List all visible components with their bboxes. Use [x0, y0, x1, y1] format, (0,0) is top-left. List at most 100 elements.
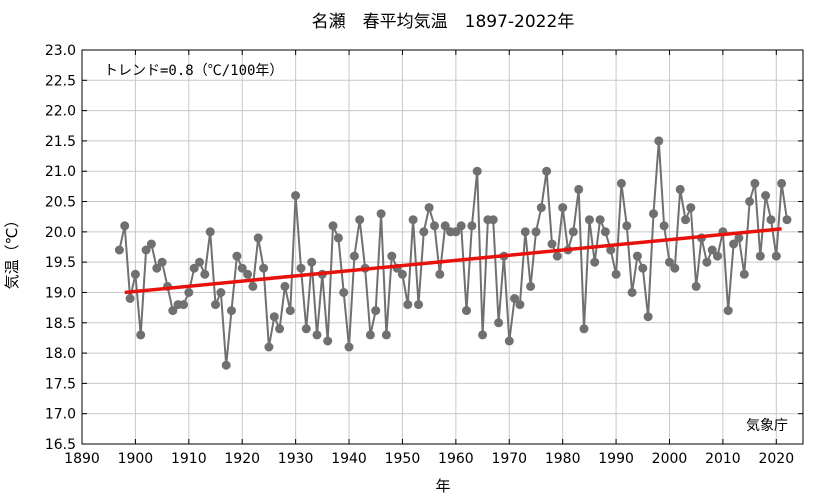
data-point	[328, 221, 338, 231]
data-point	[729, 239, 739, 249]
y-tick-label: 17.5	[45, 376, 76, 392]
x-tick-label: 1900	[118, 451, 154, 467]
y-axis: 16.5 17.0 17.5 18.0 18.5 19.0 19.5 20.0 20.5 21.0…	[45, 43, 803, 453]
data-point	[430, 221, 439, 231]
data-point	[323, 336, 333, 346]
data-point	[574, 184, 584, 194]
y-axis-label: 気温（℃）	[3, 213, 21, 290]
y-tick-label: 17.0	[45, 407, 76, 423]
data-point	[152, 263, 162, 273]
data-point	[280, 281, 290, 291]
data-point	[301, 324, 311, 334]
data-point	[579, 324, 589, 334]
data-point	[552, 251, 562, 261]
data-point	[611, 269, 621, 279]
x-tick-label: 1970	[491, 451, 527, 467]
x-tick-label: 1910	[171, 451, 207, 467]
data-point	[745, 197, 755, 206]
data-point	[649, 209, 658, 219]
data-point	[616, 178, 626, 188]
series-layer	[114, 136, 792, 370]
data-point	[590, 257, 600, 267]
data-point	[211, 300, 220, 310]
data-point	[184, 288, 194, 297]
data-point	[606, 245, 616, 255]
data-point	[782, 215, 792, 225]
data-point	[766, 215, 776, 225]
data-point	[478, 330, 488, 340]
data-point	[723, 306, 733, 316]
data-point	[419, 227, 429, 237]
data-point	[114, 245, 124, 255]
x-tick-label: 1940	[331, 451, 367, 467]
data-point	[750, 178, 760, 188]
data-point	[371, 306, 381, 316]
data-point	[349, 251, 359, 261]
y-tick-label: 16.5	[45, 437, 76, 453]
data-point	[526, 281, 536, 291]
data-point	[771, 251, 781, 261]
data-point	[243, 269, 253, 279]
data-point	[408, 215, 418, 225]
data-point	[467, 221, 477, 231]
data-point	[275, 324, 285, 334]
data-point	[494, 318, 504, 328]
data-point	[125, 294, 135, 303]
data-point	[365, 330, 375, 340]
y-tick-label: 18.5	[45, 316, 76, 332]
data-point	[269, 312, 279, 322]
data-point	[221, 360, 231, 370]
data-point	[632, 251, 642, 261]
data-point	[397, 269, 407, 279]
data-point	[200, 269, 210, 279]
data-point	[355, 215, 365, 225]
data-point	[568, 227, 578, 237]
data-point	[622, 221, 632, 231]
y-tick-label: 22.0	[45, 104, 76, 120]
data-point	[130, 269, 140, 279]
data-point	[381, 330, 391, 340]
data-point	[595, 215, 605, 225]
data-point	[333, 233, 343, 243]
data-point	[536, 203, 546, 213]
series-line	[118, 140, 788, 366]
data-point	[248, 281, 258, 291]
y-tick-label: 20.5	[45, 195, 76, 211]
x-tick-label: 1960	[438, 451, 474, 467]
x-tick-label: 1950	[385, 451, 421, 467]
source-label: 気象庁	[746, 418, 788, 434]
x-tick-label: 1890	[64, 451, 100, 467]
data-point	[376, 209, 386, 219]
data-point	[702, 257, 712, 267]
data-point	[456, 221, 466, 231]
data-point	[205, 227, 215, 237]
data-point	[520, 227, 530, 237]
data-point	[713, 251, 722, 261]
x-tick-label: 2010	[705, 451, 741, 467]
data-point	[638, 263, 648, 273]
data-point	[488, 215, 498, 225]
data-point	[659, 221, 669, 231]
data-point	[259, 263, 269, 273]
data-point	[237, 263, 247, 273]
data-point	[285, 306, 295, 316]
y-tick-label: 22.5	[45, 73, 76, 89]
data-point	[777, 178, 787, 188]
data-point	[216, 288, 226, 297]
trend-line	[124, 227, 782, 295]
y-tick-label: 20.0	[45, 225, 76, 241]
data-point	[600, 227, 610, 237]
x-tick-label: 1930	[278, 451, 314, 467]
data-point	[120, 221, 130, 231]
y-tick-label: 18.0	[45, 346, 76, 362]
y-tick-label: 21.0	[45, 164, 76, 180]
data-point	[739, 269, 749, 279]
x-axis-label: 年	[435, 477, 450, 495]
data-point	[504, 336, 514, 346]
data-point	[141, 245, 151, 255]
data-point	[462, 306, 471, 316]
data-point	[510, 294, 520, 303]
data-point	[344, 342, 354, 352]
data-point	[547, 239, 557, 249]
data-point	[403, 300, 413, 310]
